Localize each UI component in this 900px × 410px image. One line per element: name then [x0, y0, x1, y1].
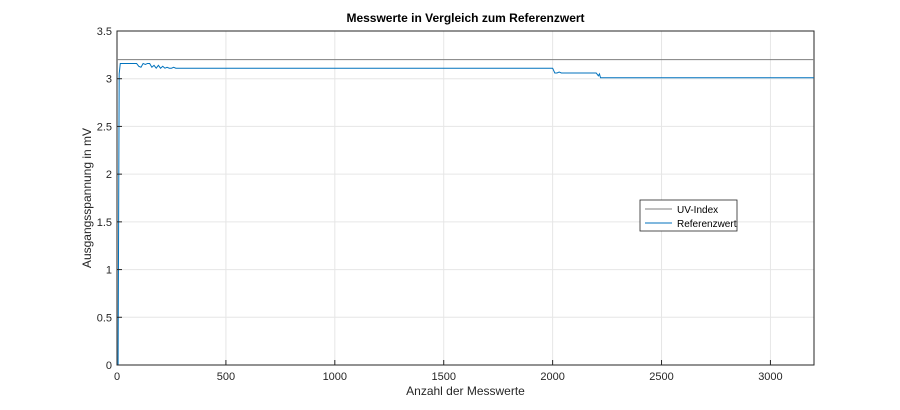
series-line-referenzwert [117, 62, 814, 366]
y-axis-label: Ausgangsspannung in mV [80, 128, 94, 268]
legend: UV-Index Referenzwert [639, 199, 738, 232]
x-tick-label: 2500 [649, 371, 673, 383]
x-tick-label: 3000 [758, 371, 782, 383]
plot-area [116, 30, 815, 366]
y-tick-label: 0.5 [97, 312, 112, 324]
y-tick-label: 2 [106, 169, 112, 181]
y-tick-label: 0 [106, 360, 112, 372]
chart-title: Messwerte in Vergleich zum Referenzwert [346, 11, 584, 25]
x-tick-label: 0 [114, 371, 120, 383]
x-tick-label: 1500 [431, 371, 455, 383]
legend-label-uv-index: UV-Index [677, 205, 718, 216]
grid [116, 30, 814, 366]
x-tick-label: 1000 [323, 371, 347, 383]
x-tick-label: 2000 [540, 371, 564, 383]
legend-box [639, 199, 738, 232]
x-tick-label: 500 [217, 371, 235, 383]
y-tick-label: 3.5 [97, 26, 112, 38]
y-tick-label: 1.5 [97, 217, 112, 229]
series-group [117, 59, 814, 366]
y-tick-label: 3 [106, 74, 112, 86]
axis-ticks: 0 500 1000 1500 2000 2500 3000 0 0.5 1 1.5 2 2.5 3 3.5 [97, 26, 783, 383]
legend-label-referenzwert: Referenzwert [677, 219, 737, 230]
y-tick-label: 1 [106, 265, 112, 277]
y-tick-label: 2.5 [97, 121, 112, 133]
x-axis-label: Anzahl der Messwerte [406, 384, 525, 398]
